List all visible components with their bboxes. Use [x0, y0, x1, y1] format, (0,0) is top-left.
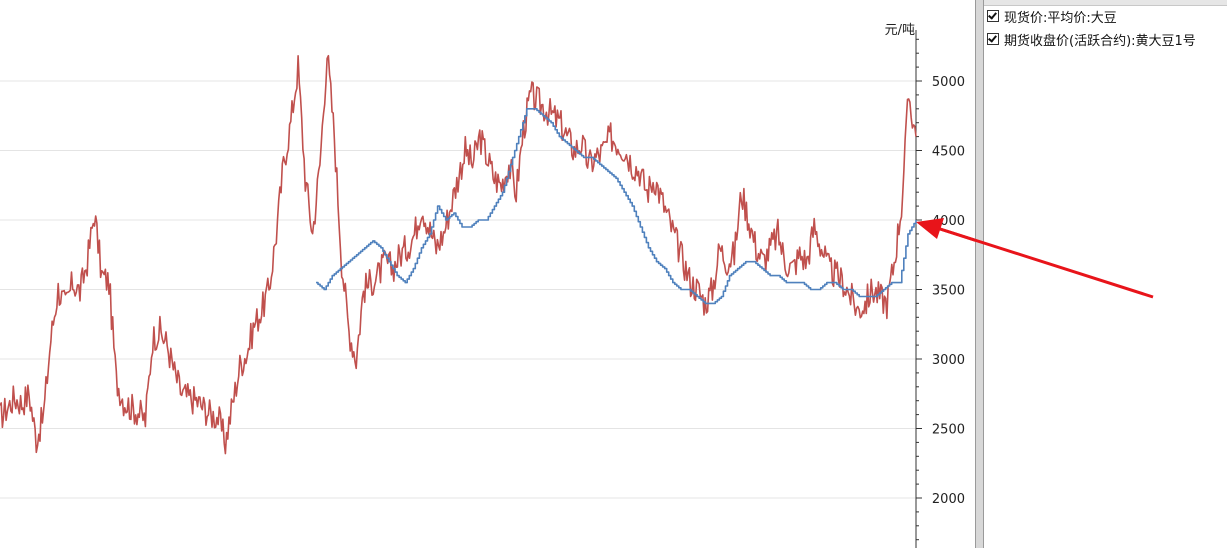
- legend-header: [984, 0, 1227, 6]
- series-line-futures-close: [0, 54, 917, 455]
- chart-area: 2000 2500 3000 3500 4000 4500 5000 元/吨: [0, 23, 975, 548]
- gridlines: [0, 80, 916, 499]
- legend-item-spot-price[interactable]: 现货价:平均价:大豆: [987, 7, 1117, 26]
- checkbox-icon[interactable]: [987, 10, 999, 22]
- legend-item-futures-close[interactable]: 期货收盘价(活跃合约):黄大豆1号: [987, 30, 1196, 49]
- y-tick-label: 2500: [932, 423, 965, 438]
- y-tick-label: 3500: [932, 284, 965, 299]
- series-lines: [0, 54, 917, 455]
- legend-panel: 现货价:平均价:大豆 期货收盘价(活跃合约):黄大豆1号: [984, 0, 1227, 548]
- y-tick-label: 2000: [932, 492, 965, 507]
- legend-label: 期货收盘价(活跃合约):黄大豆1号: [1004, 33, 1196, 49]
- y-tick-label: 4500: [932, 145, 965, 160]
- y-axis-unit-label: 元/吨: [885, 23, 915, 38]
- panel-splitter[interactable]: [975, 0, 984, 548]
- red-arrow-head: [918, 219, 942, 237]
- y-tick-label: 3000: [932, 353, 965, 368]
- legend-label: 现货价:平均价:大豆: [1004, 10, 1117, 26]
- y-tick-label: 5000: [932, 75, 965, 90]
- series-line-spot-price: [316, 108, 917, 305]
- checkbox-icon[interactable]: [987, 33, 999, 45]
